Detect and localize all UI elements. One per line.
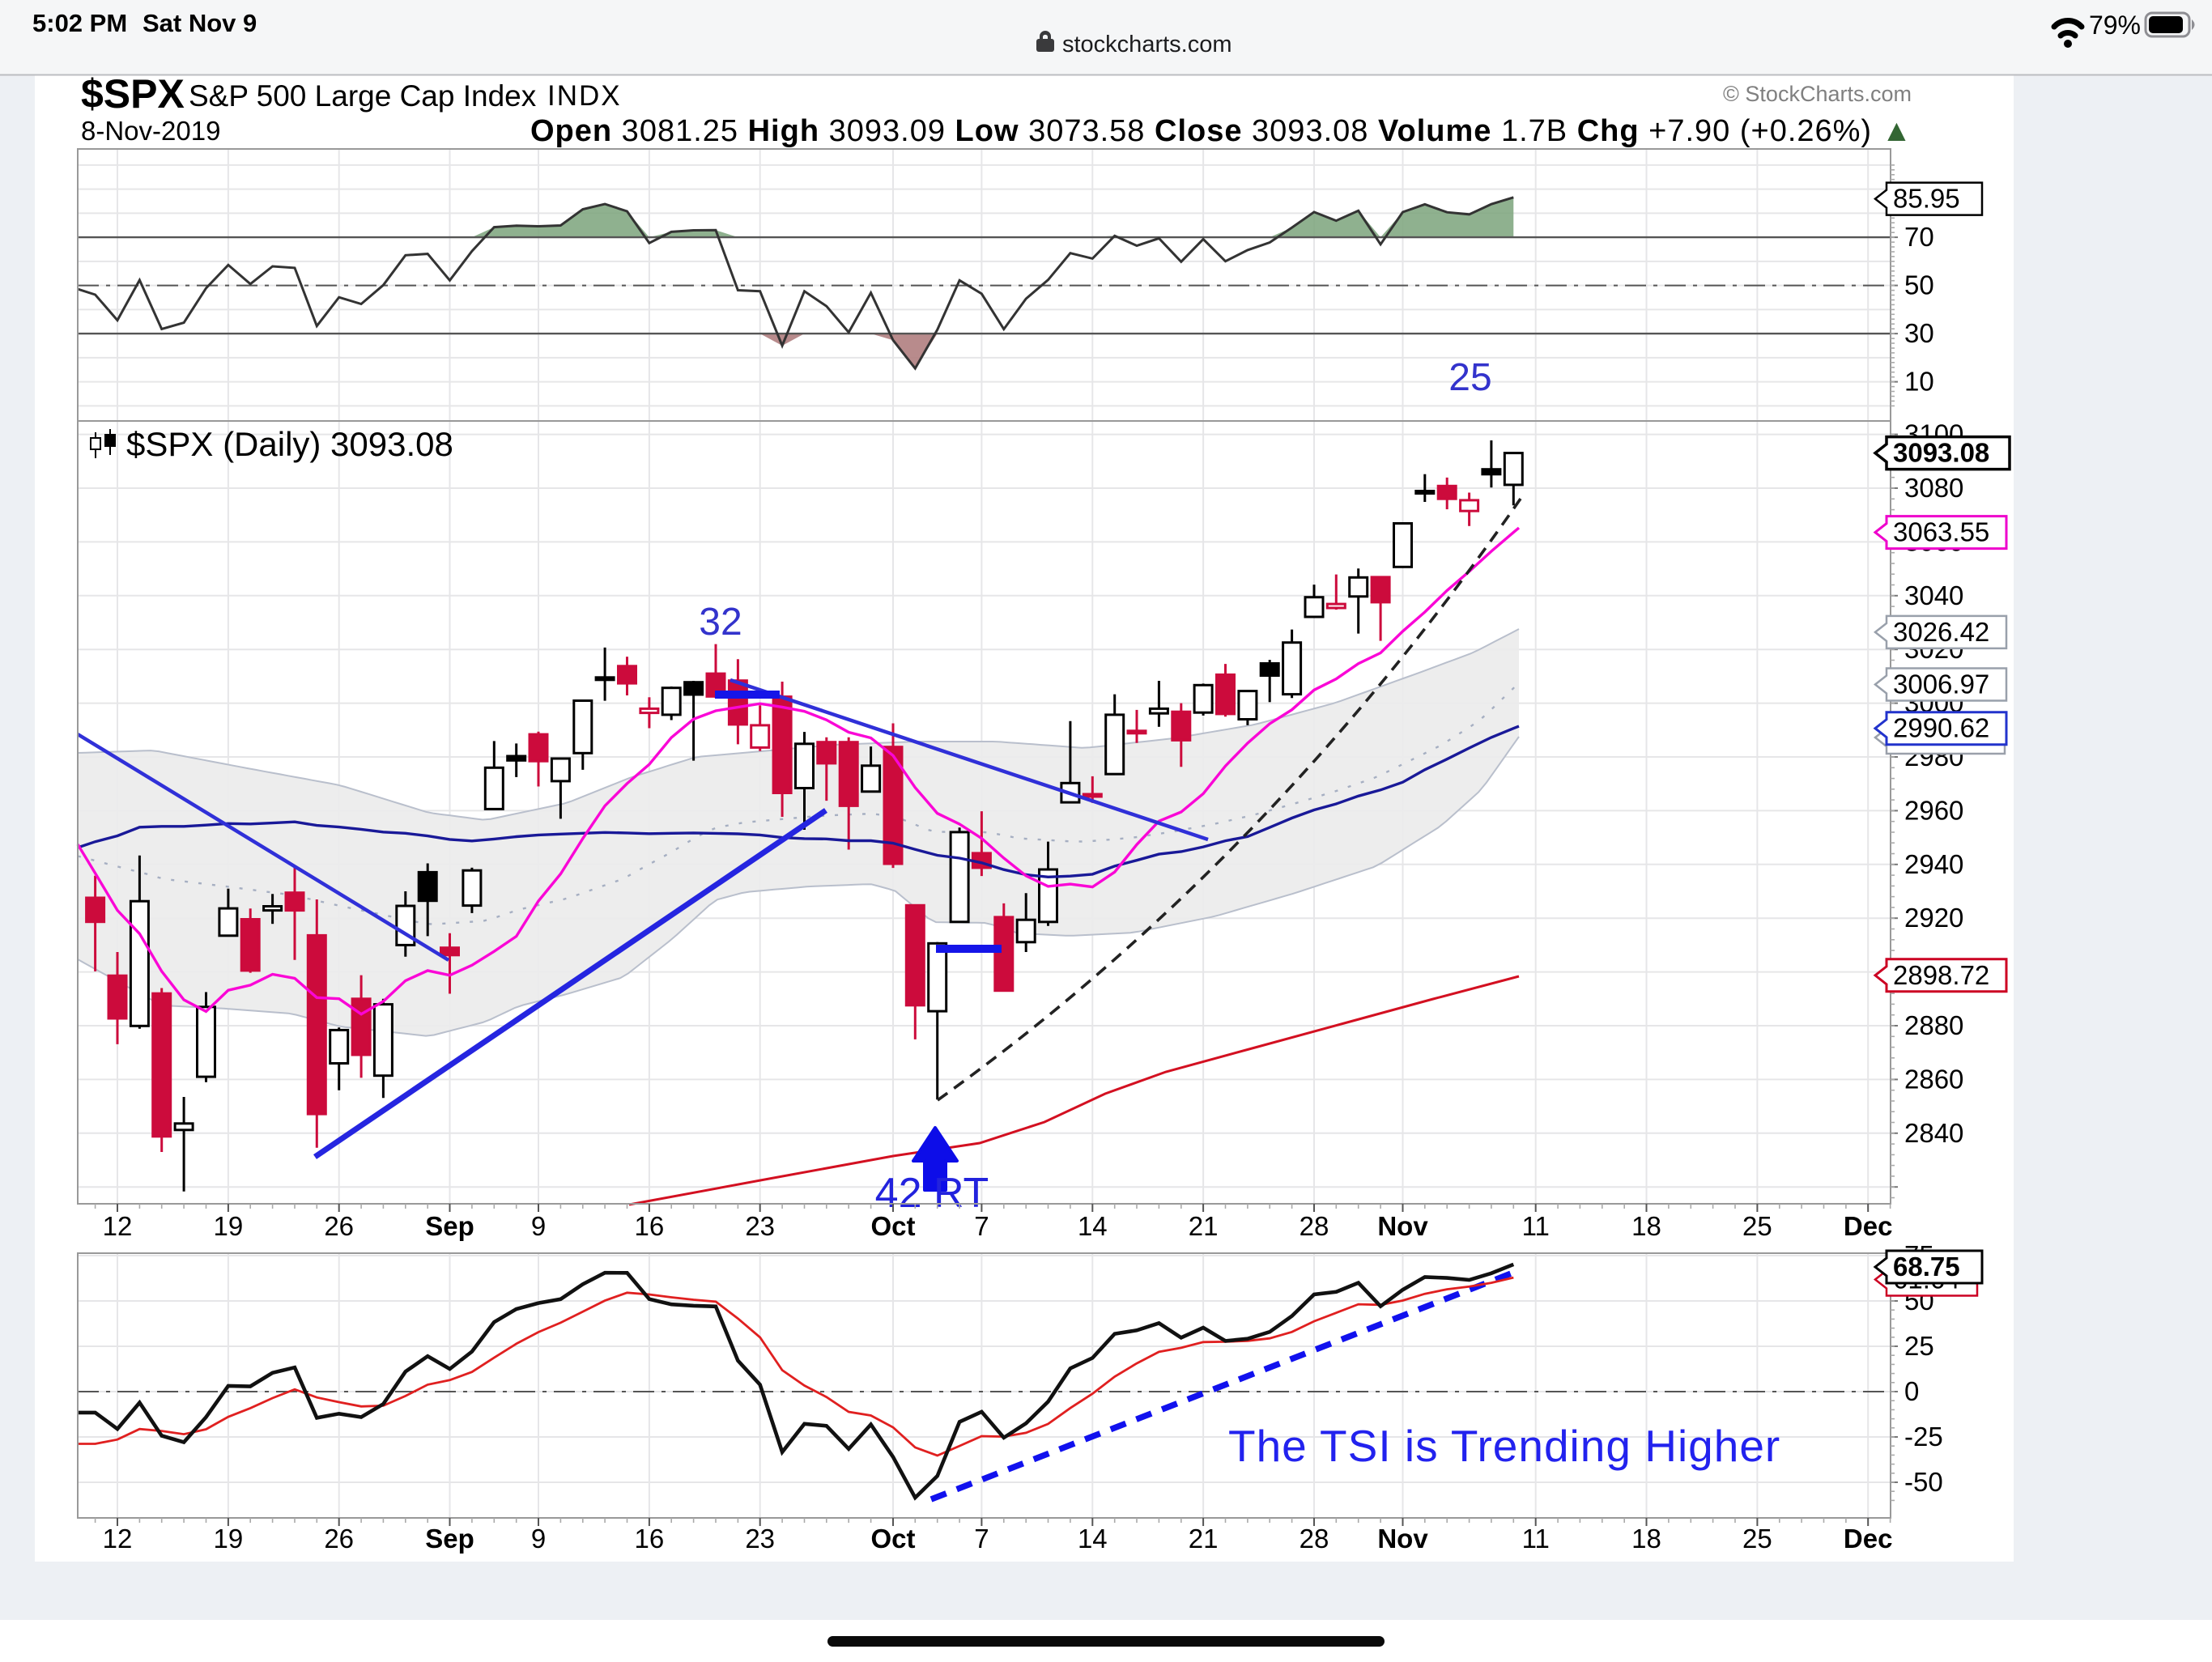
svg-text:$SPX (Daily) 3093.08: $SPX (Daily) 3093.08 — [126, 425, 453, 463]
svg-text:3093.08: 3093.08 — [1893, 438, 1989, 468]
svg-text:12: 12 — [103, 1211, 133, 1241]
svg-text:16: 16 — [635, 1211, 665, 1241]
svg-text:85.95: 85.95 — [1893, 184, 1960, 214]
svg-text:7: 7 — [974, 1211, 989, 1241]
svg-text:3006.97: 3006.97 — [1893, 669, 1989, 699]
svg-text:2960: 2960 — [1904, 795, 1963, 825]
svg-text:5:02 PM: 5:02 PM — [32, 9, 127, 37]
svg-text:Sep: Sep — [425, 1211, 474, 1241]
svg-text:2880: 2880 — [1904, 1010, 1963, 1040]
svg-text:Sep: Sep — [425, 1524, 474, 1554]
svg-text:Oct: Oct — [870, 1211, 915, 1241]
svg-text:25: 25 — [1742, 1211, 1772, 1241]
svg-text:3026.42: 3026.42 — [1893, 617, 1989, 647]
svg-text:9: 9 — [531, 1524, 546, 1554]
svg-text:2860: 2860 — [1904, 1064, 1963, 1094]
svg-text:11: 11 — [1522, 1211, 1550, 1241]
svg-text:3063.55: 3063.55 — [1893, 517, 1989, 547]
svg-text:0: 0 — [1904, 1376, 1919, 1406]
svg-text:9: 9 — [531, 1211, 546, 1241]
svg-text:42 RT: 42 RT — [875, 1170, 989, 1217]
svg-text:26: 26 — [324, 1211, 354, 1241]
svg-text:32: 32 — [699, 601, 742, 644]
svg-text:19: 19 — [214, 1211, 244, 1241]
svg-text:25: 25 — [1904, 1331, 1934, 1361]
svg-text:Dec: Dec — [1844, 1524, 1893, 1554]
svg-text:stockcharts.com: stockcharts.com — [1062, 32, 1232, 57]
svg-text:2920: 2920 — [1904, 903, 1963, 933]
svg-text:© StockCharts.com: © StockCharts.com — [1723, 82, 1912, 106]
svg-text:28: 28 — [1300, 1211, 1329, 1241]
svg-text:10: 10 — [1904, 367, 1934, 397]
svg-text:Nov: Nov — [1377, 1211, 1428, 1241]
svg-text:2840: 2840 — [1904, 1118, 1963, 1148]
svg-text:23: 23 — [745, 1524, 775, 1554]
svg-text:-25: -25 — [1904, 1422, 1943, 1452]
svg-text:50: 50 — [1904, 270, 1934, 300]
svg-text:21: 21 — [1189, 1524, 1219, 1554]
svg-text:25: 25 — [1448, 356, 1491, 399]
svg-text:28: 28 — [1300, 1524, 1329, 1554]
svg-text:Nov: Nov — [1377, 1524, 1428, 1554]
svg-text:2990.62: 2990.62 — [1893, 713, 1989, 743]
svg-text:68.75: 68.75 — [1893, 1252, 1960, 1282]
svg-text:18: 18 — [1631, 1211, 1661, 1241]
svg-text:25: 25 — [1742, 1524, 1772, 1554]
svg-text:INDX: INDX — [547, 80, 622, 112]
svg-text:Oct: Oct — [870, 1524, 915, 1554]
svg-text:S&P 500 Large Cap Index: S&P 500 Large Cap Index — [189, 79, 537, 113]
svg-text:2898.72: 2898.72 — [1893, 960, 1989, 990]
svg-text:7: 7 — [974, 1524, 989, 1554]
svg-text:$SPX: $SPX — [81, 71, 185, 117]
svg-text:18: 18 — [1631, 1524, 1661, 1554]
svg-text:Dec: Dec — [1844, 1211, 1893, 1241]
svg-text:Sat Nov 9: Sat Nov 9 — [143, 9, 257, 37]
svg-text:19: 19 — [214, 1524, 244, 1554]
svg-text:21: 21 — [1189, 1211, 1219, 1241]
svg-text:23: 23 — [745, 1211, 775, 1241]
svg-text:30: 30 — [1904, 318, 1934, 348]
svg-text:8-Nov-2019: 8-Nov-2019 — [81, 116, 220, 146]
svg-text:14: 14 — [1078, 1211, 1108, 1241]
svg-text:The TSI is Trending Higher: The TSI is Trending Higher — [1228, 1421, 1780, 1471]
svg-text:3040: 3040 — [1904, 580, 1963, 610]
svg-text:2940: 2940 — [1904, 849, 1963, 879]
svg-text:26: 26 — [324, 1524, 354, 1554]
svg-text:Open 3081.25 High 3093.09 Low: Open 3081.25 High 3093.09 Low 3073.58 Cl… — [530, 114, 1912, 148]
svg-text:12: 12 — [103, 1524, 133, 1554]
svg-text:-50: -50 — [1904, 1467, 1943, 1497]
svg-text:14: 14 — [1078, 1524, 1108, 1554]
svg-text:79%: 79% — [2089, 11, 2141, 40]
svg-text:3080: 3080 — [1904, 473, 1963, 503]
svg-text:16: 16 — [635, 1524, 665, 1554]
svg-text:70: 70 — [1904, 222, 1934, 252]
svg-text:11: 11 — [1522, 1524, 1550, 1554]
